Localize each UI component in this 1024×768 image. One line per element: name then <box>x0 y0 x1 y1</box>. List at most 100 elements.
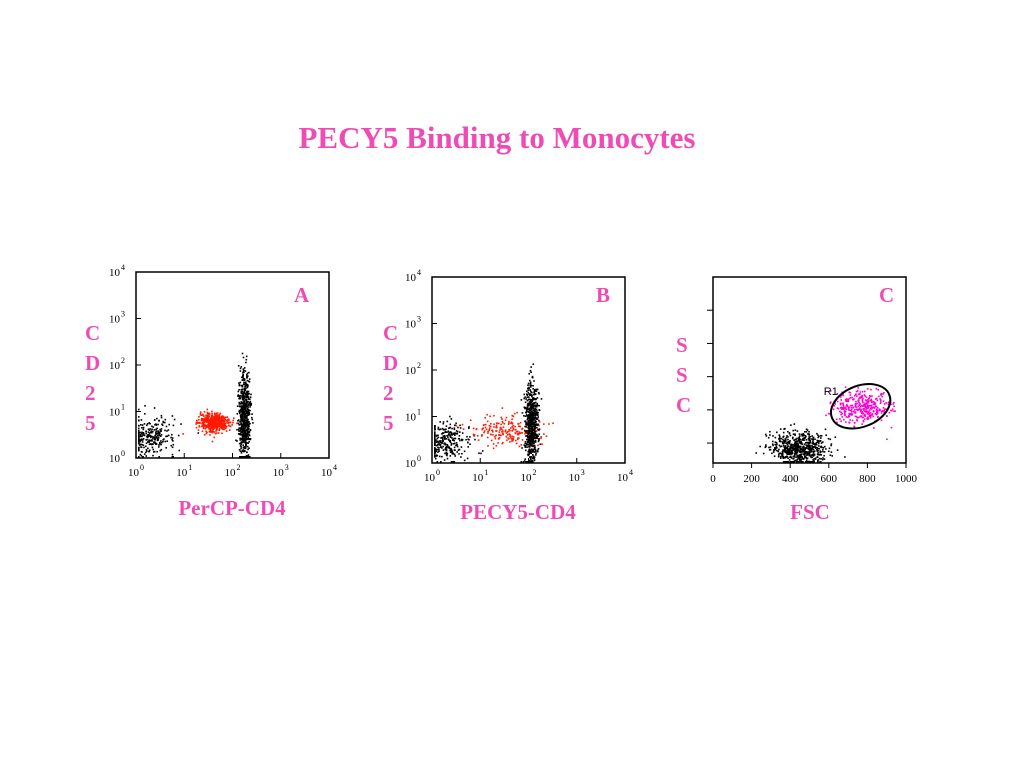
panel-a-point <box>246 412 249 415</box>
panel-b-point <box>533 435 535 437</box>
panel-a-point <box>139 435 141 438</box>
panel-a-point <box>156 430 158 432</box>
panel-a-point <box>229 425 232 428</box>
panel-c-point <box>780 437 783 440</box>
panel-b-point <box>530 408 532 411</box>
panel-c-point <box>857 399 860 402</box>
panel-a-point <box>222 416 225 419</box>
panel-a-point <box>243 450 245 453</box>
panel-a-point <box>158 446 160 448</box>
panel-a-point <box>203 418 205 421</box>
panel-b-point <box>536 388 539 391</box>
panel-b-point <box>457 438 460 440</box>
panel-c-point <box>853 426 856 428</box>
panel-b-point <box>445 425 448 427</box>
panel-a-point <box>209 418 212 421</box>
panel-a-point <box>212 425 215 428</box>
panel-a-point <box>138 444 141 447</box>
panel-a-point <box>197 432 200 434</box>
panel-c-point <box>841 408 843 410</box>
panel-a-point <box>244 440 247 442</box>
panel-b-point <box>436 454 439 457</box>
panel-a-point <box>242 393 245 395</box>
panel-a-point <box>218 429 220 431</box>
panel-a-point <box>209 428 212 430</box>
panel-a-point <box>247 414 250 416</box>
panel-b-point <box>529 434 531 437</box>
panel-a-point <box>206 411 209 414</box>
panel-b-point <box>514 425 516 428</box>
panel-c-point <box>772 444 774 447</box>
panel-a-point <box>166 430 168 432</box>
panel-a-point <box>138 432 140 435</box>
panel-c-point <box>791 461 793 463</box>
panel-b-point <box>535 388 537 391</box>
panel-b-point <box>523 393 525 396</box>
panel-c-point <box>830 444 832 447</box>
panel-a-point <box>238 384 241 387</box>
panel-a-point <box>246 430 249 433</box>
panel-c-point <box>784 446 787 448</box>
panel-a-point <box>247 438 249 441</box>
panel-a-point <box>150 443 152 445</box>
panel-a-point <box>239 456 241 458</box>
panel-c-point <box>817 453 819 456</box>
panel-b-point <box>441 433 443 435</box>
panel-b-point <box>435 435 438 437</box>
panel-b-point <box>523 415 525 417</box>
panel-b-point <box>524 442 527 445</box>
panel-b-point <box>531 399 534 401</box>
panel-c-point <box>784 439 787 442</box>
panel-c-point <box>804 451 807 454</box>
panel-a-point <box>244 410 246 413</box>
panel-c-point <box>814 447 817 449</box>
panel-c-point <box>787 445 789 447</box>
panel-c-point <box>829 454 832 456</box>
panel-b-point <box>455 442 458 444</box>
panel-a-point <box>244 441 246 444</box>
panel-c-point <box>785 447 787 450</box>
panel-c-point <box>796 446 799 448</box>
panel-b-point <box>507 430 510 433</box>
panel-a-point <box>243 408 246 410</box>
panel-a-point <box>239 412 241 415</box>
panel-a-ytick-label: 10 <box>109 407 121 419</box>
panel-b-ytick-exponent: 4 <box>417 268 421 277</box>
panel-b-point <box>444 452 446 455</box>
panel-c-point <box>813 453 816 456</box>
panel-a-point <box>242 433 244 435</box>
panel-b-point <box>451 439 454 441</box>
panel-a-point <box>251 413 253 415</box>
panel-c-point <box>812 447 814 449</box>
panel-c-point <box>788 448 790 451</box>
panel-a-point <box>243 440 246 442</box>
panel-b-point <box>518 445 521 448</box>
panel-b-point <box>495 424 498 427</box>
panel-a-point <box>245 404 247 406</box>
panel-b-point <box>452 452 454 455</box>
panel-a-point <box>241 390 243 393</box>
panel-c-point <box>779 440 782 443</box>
panel-a-point <box>239 403 242 405</box>
panel-c-point <box>811 454 813 456</box>
panel-a-point <box>141 426 143 429</box>
panel-c-point <box>818 457 821 460</box>
panel-a-point <box>145 432 147 435</box>
panel-b-point <box>538 437 540 440</box>
panel-c-point <box>807 452 809 455</box>
panel-c-point <box>862 412 865 415</box>
panel-b-point <box>534 437 536 439</box>
panel-b-point <box>529 425 531 428</box>
panel-a-point <box>240 433 243 436</box>
panel-b-point <box>534 428 536 431</box>
panel-b-point <box>434 444 436 446</box>
panel-c-point <box>810 455 812 457</box>
panel-c-point <box>864 395 866 397</box>
panel-c-point <box>812 451 814 453</box>
panel-a-point <box>156 436 158 438</box>
panel-b-point <box>455 422 457 425</box>
panel-c-point <box>813 446 816 448</box>
panel-c-point <box>886 438 888 440</box>
panel-a-point <box>210 414 213 417</box>
panel-c-point <box>814 438 816 440</box>
